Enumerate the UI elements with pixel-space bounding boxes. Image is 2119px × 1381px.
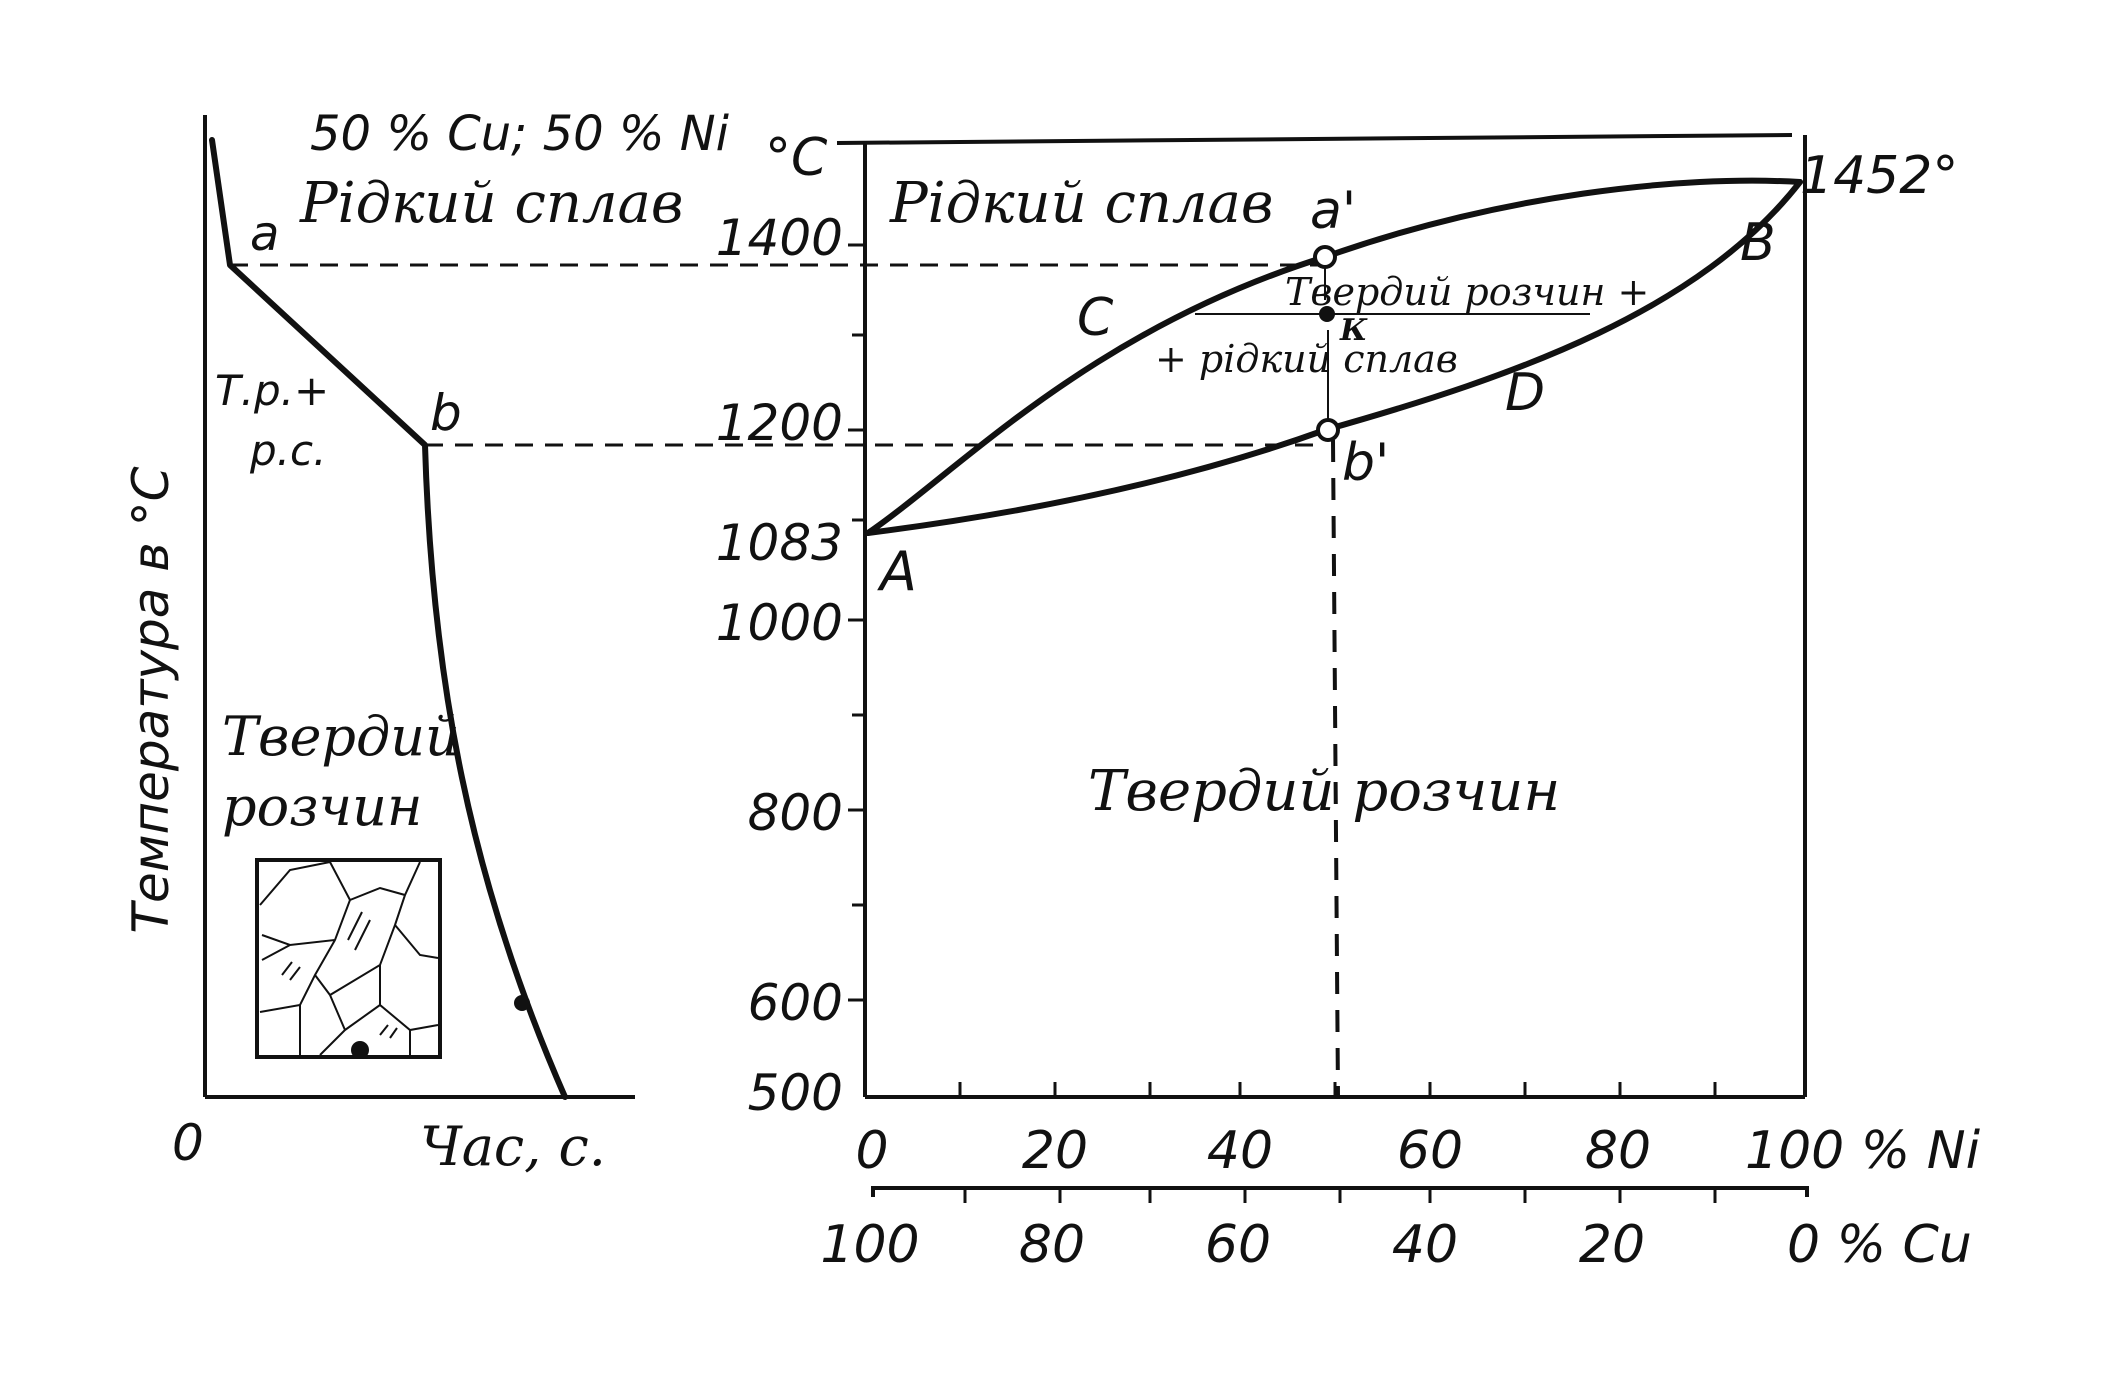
y-tick-labels: 1400 1200 1083 1000 800 600 500 <box>716 209 843 1122</box>
solid-region-label: Твердий розчин <box>1088 759 1560 824</box>
curve-d-label: D <box>1505 363 1545 423</box>
two-phase-label-2: р.с. <box>249 426 326 475</box>
cu-axis-labels: 100 80 60 40 20 0 % Cu <box>820 1215 1971 1275</box>
point-a-prime <box>1313 245 1337 269</box>
y-tick-label: 800 <box>748 784 843 842</box>
y-tick-marks <box>848 243 865 1002</box>
temperature-unit-label: °C <box>765 128 828 188</box>
ni-tick-label: 100 % Ni <box>1745 1121 1981 1181</box>
point-a-label: a <box>250 206 279 262</box>
y-tick-label: 1083 <box>716 514 843 572</box>
ni-tick-label: 20 <box>1022 1121 1088 1181</box>
cooling-curve-panel: 50 % Cu; 50 % Ni Рідкий сплав a b Т.р.+ … <box>122 106 1320 1178</box>
y-tick-label: 600 <box>748 974 843 1032</box>
cu-axis-ticks <box>963 1188 1717 1203</box>
point-k-label: К <box>1339 313 1368 348</box>
cooling-liquid-label: Рідкий сплав <box>299 171 684 236</box>
cu-tick-label: 100 <box>820 1215 919 1275</box>
point-k <box>1319 306 1335 322</box>
y-tick-label: 1000 <box>716 594 843 652</box>
composition-vertical-dashed <box>1331 439 1340 1098</box>
ni-tick-label: 0 <box>855 1121 888 1181</box>
ni-tick-label: 80 <box>1585 1121 1651 1181</box>
liquid-region-label: Рідкий сплав <box>889 171 1274 236</box>
y-tick-label: 500 <box>748 1064 843 1122</box>
ni-tick-label: 60 <box>1397 1121 1463 1181</box>
cu-tick-label: 60 <box>1205 1215 1271 1275</box>
time-origin-label: 0 <box>172 1114 204 1172</box>
time-axis-label: Час, с. <box>420 1115 606 1178</box>
cooling-solid-label-2: розчин <box>222 775 422 838</box>
point-B-label: B <box>1740 213 1776 273</box>
ni-axis-labels: 0 20 40 60 80 100 % Ni <box>855 1121 1980 1181</box>
y-tick-label: 1400 <box>716 209 843 267</box>
diagram-top-border <box>836 133 1793 145</box>
y-tick-label: 1200 <box>716 394 843 452</box>
two-phase-region-label-2: + рідкий сплав <box>1155 337 1458 381</box>
two-phase-label-1: Т.р.+ <box>215 366 329 415</box>
two-phase-region-label-1: Твердий розчин + <box>1285 270 1649 314</box>
y-axis-label: Температура в °C <box>122 466 180 933</box>
cooling-solid-label-1: Твердий <box>222 705 460 768</box>
cooling-curve-dot <box>514 995 530 1011</box>
ni-melting-label: 1452° <box>1800 146 1958 206</box>
cu-tick-label: 80 <box>1019 1215 1085 1275</box>
point-a-prime-label: a' <box>1310 181 1356 241</box>
curve-c-label: C <box>1077 288 1114 348</box>
ni-axis-ticks <box>958 1082 1717 1097</box>
phase-diagram-panel: °C Рідкий сплав Твердий розчин + + рідки… <box>716 128 1981 1275</box>
point-b-label: b <box>430 384 462 442</box>
point-A-label: A <box>877 540 917 603</box>
cu-tick-label: 20 <box>1579 1215 1645 1275</box>
composition-label: 50 % Cu; 50 % Ni <box>310 106 730 162</box>
point-b-prime <box>1316 418 1340 442</box>
point-b-prime-label: b' <box>1342 433 1389 493</box>
ni-tick-label: 40 <box>1207 1121 1273 1181</box>
cooling-curve-line <box>209 137 568 1100</box>
microstructure-inset <box>255 858 442 1059</box>
cu-tick-label: 40 <box>1392 1215 1458 1275</box>
cu-tick-label: 0 % Cu <box>1787 1215 1972 1275</box>
